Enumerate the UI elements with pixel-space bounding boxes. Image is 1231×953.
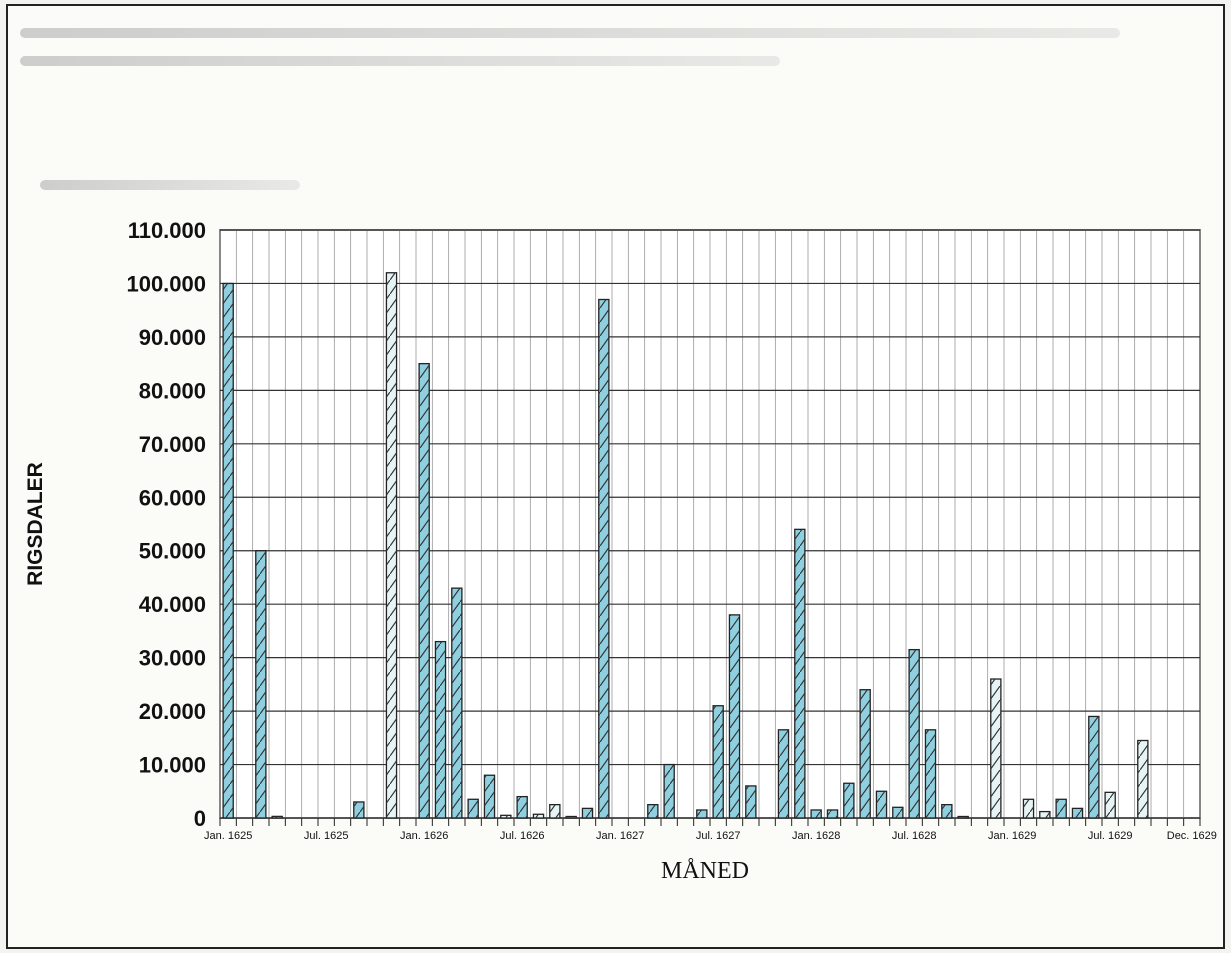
y-tick-label: 90.000 bbox=[139, 325, 206, 350]
bar-hatch bbox=[451, 588, 462, 818]
bar-hatch bbox=[647, 804, 658, 818]
x-axis-label: MÅNED bbox=[661, 858, 749, 884]
bar-hatch bbox=[255, 550, 266, 818]
x-tick-label: Jul. 1628 bbox=[892, 830, 937, 842]
bar-hatch bbox=[745, 785, 756, 818]
y-tick-label: 70.000 bbox=[139, 432, 206, 457]
y-tick-label: 100.000 bbox=[126, 271, 206, 296]
bar-hatch bbox=[892, 807, 903, 818]
y-tick-label: 50.000 bbox=[139, 539, 206, 564]
bar-hatch bbox=[1056, 799, 1067, 818]
x-tick-label: Jan. 1629 bbox=[988, 830, 1036, 842]
bar-hatch bbox=[876, 791, 887, 818]
bar-hatch bbox=[958, 816, 969, 818]
bar-hatch bbox=[729, 614, 740, 818]
y-tick-label: 60.000 bbox=[139, 485, 206, 510]
bar-hatch bbox=[827, 809, 838, 818]
bar-hatch bbox=[696, 809, 707, 818]
x-tick-label: Jan. 1627 bbox=[596, 830, 644, 842]
y-axis-label: RIGSDALER bbox=[24, 462, 47, 586]
y-tick-label: 10.000 bbox=[139, 753, 206, 778]
y-tick-labels: 0 10.000 20.000 30.000 40.000 50.000 60.000 70.… bbox=[126, 218, 206, 831]
bar-hatch bbox=[794, 529, 805, 818]
bar-hatch bbox=[1039, 811, 1050, 818]
y-tick-label: 0 bbox=[194, 806, 206, 831]
bar-hatch bbox=[1105, 792, 1116, 818]
bar-hatch bbox=[272, 816, 283, 818]
bar-hatch bbox=[386, 272, 397, 818]
bar-hatch bbox=[500, 815, 511, 818]
y-tick-label: 110.000 bbox=[128, 218, 206, 243]
grid bbox=[219, 229, 1201, 826]
x-tick-label: Jul. 1627 bbox=[696, 830, 741, 842]
x-tick-label: Jul. 1626 bbox=[500, 830, 545, 842]
bar-hatch bbox=[713, 705, 724, 818]
bar-hatch bbox=[990, 679, 1001, 818]
bar-hatch bbox=[778, 729, 789, 818]
bar-hatch bbox=[843, 783, 854, 818]
bar-hatch bbox=[566, 816, 577, 818]
bar-hatch bbox=[435, 641, 446, 818]
bar-hatch bbox=[353, 801, 364, 818]
bar-hatch bbox=[941, 804, 952, 818]
bar-hatch bbox=[468, 799, 479, 818]
x-tick-label: Jan. 1626 bbox=[400, 830, 448, 842]
bar-hatch bbox=[925, 729, 936, 818]
y-tick-label: 40.000 bbox=[139, 592, 206, 617]
bar-hatch bbox=[598, 299, 609, 818]
y-tick-label: 20.000 bbox=[139, 699, 206, 724]
x-tick-label: Jan. 1625 bbox=[204, 830, 252, 842]
x-tick-label: Dec. 1629 bbox=[1167, 830, 1217, 842]
y-tick-label: 30.000 bbox=[139, 646, 206, 671]
x-tick-label: Jul. 1625 bbox=[304, 830, 349, 842]
x-tick-labels: Jan. 1625 Jul. 1625 Jan. 1626 Jul. 1626 Jan.… bbox=[204, 830, 1217, 842]
bar-hatch bbox=[517, 796, 528, 818]
y-tick-label: 80.000 bbox=[139, 378, 206, 403]
bar-hatch bbox=[664, 764, 675, 818]
bar-hatch bbox=[223, 283, 234, 818]
x-tick-label: Jul. 1629 bbox=[1088, 830, 1133, 842]
bar-hatch bbox=[811, 809, 822, 818]
bar-hatch bbox=[909, 649, 920, 818]
bar-hatch bbox=[484, 775, 495, 818]
bar-hatch bbox=[549, 804, 560, 818]
bar-hatch bbox=[1072, 808, 1083, 818]
bar-hatch bbox=[1137, 740, 1148, 818]
bar-hatch bbox=[860, 689, 871, 818]
bars bbox=[222, 272, 1149, 819]
bar-hatch bbox=[582, 808, 593, 818]
bar-hatch bbox=[1023, 799, 1034, 818]
bar-hatch bbox=[533, 814, 544, 818]
bar-hatch bbox=[1088, 716, 1099, 818]
bar-hatch bbox=[419, 363, 430, 818]
x-tick-label: Jan. 1628 bbox=[792, 830, 840, 842]
